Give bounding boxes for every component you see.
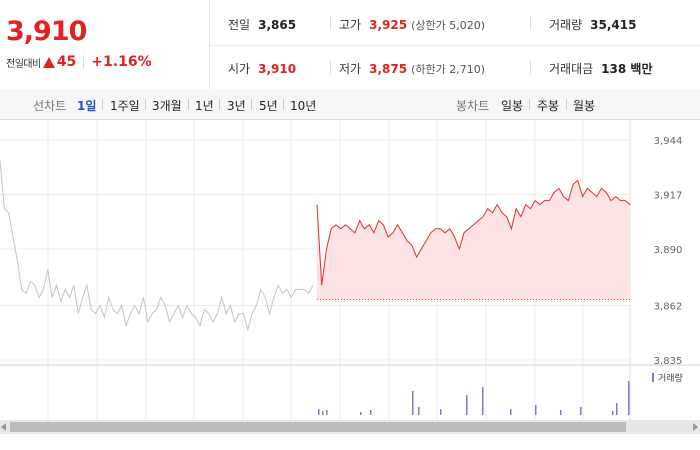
divider — [102, 99, 103, 110]
volume-bar — [535, 405, 537, 415]
volume-bar — [482, 387, 484, 415]
volume-bar — [560, 410, 562, 415]
high-cell: 고가 3,925 (상한가 5,020) — [339, 16, 485, 33]
volume-label: 거래량 — [549, 18, 583, 32]
tab-weekly-candle[interactable]: 주봉 — [537, 99, 560, 113]
tab-monthly-candle[interactable]: 월봉 — [573, 99, 596, 113]
prev-close-cell: 전일 3,865 — [228, 16, 296, 33]
divider — [530, 60, 531, 74]
volume-bar — [360, 412, 362, 415]
amount-label: 거래대금 — [549, 62, 594, 76]
intraday-chart: 3,944 3,917 3,890 3,862 3,835 거래량 — [0, 120, 700, 420]
chart-scrollbar[interactable] — [0, 420, 700, 434]
tab-10year[interactable]: 10년 — [290, 99, 317, 113]
prev-close-value: 3,865 — [258, 17, 297, 32]
volume-bar — [628, 381, 630, 415]
tab-5year[interactable]: 5년 — [259, 99, 278, 113]
volume-bar — [510, 409, 512, 415]
low-cell: 저가 3,875 (하한가 2,710) — [339, 60, 485, 77]
y-tick-label: 3,835 — [654, 356, 683, 367]
volume-bar — [440, 409, 442, 415]
tab-1year[interactable]: 1년 — [195, 99, 214, 113]
y-tick-label: 3,944 — [654, 136, 683, 147]
change-label: 전일대비 — [6, 58, 41, 70]
tab-1day[interactable]: 1일 — [77, 99, 97, 113]
chart-footer — [0, 434, 700, 450]
price-box: 3,910 전일대비 45 +1.16% — [0, 0, 210, 89]
volume-cell: 거래량 35,415 — [549, 16, 636, 33]
divider — [530, 16, 531, 30]
lower-limit: (하한가 2,710) — [411, 62, 485, 76]
volume-bar — [418, 407, 420, 415]
volume-bar — [612, 411, 614, 415]
y-tick-label: 3,890 — [654, 245, 683, 256]
open-label: 시가 — [228, 62, 251, 76]
candle-chart-label: 봉차트 — [456, 99, 490, 113]
line-chart-label: 선차트 — [33, 99, 67, 113]
series-today-area — [317, 180, 630, 300]
up-triangle-icon — [42, 56, 55, 68]
high-value: 3,925 — [369, 17, 408, 32]
open-cell: 시가 3,910 — [228, 60, 296, 77]
volume-bar — [322, 411, 324, 415]
divider — [283, 99, 284, 110]
divider — [529, 99, 530, 110]
prev-close-label: 전일 — [228, 18, 251, 32]
scroll-right-icon[interactable] — [693, 423, 698, 431]
high-label: 고가 — [339, 18, 362, 32]
scroll-thumb[interactable] — [10, 422, 626, 432]
y-tick-label: 3,917 — [654, 190, 683, 201]
amount-cell: 거래대금 138 백만 — [549, 60, 652, 77]
volume-legend-label: 거래량 — [658, 372, 683, 384]
divider — [145, 99, 146, 110]
divider — [188, 99, 189, 110]
change-value: 45 — [56, 54, 77, 70]
y-tick-label: 3,862 — [654, 302, 683, 313]
low-value: 3,875 — [369, 61, 408, 76]
volume-bar — [616, 403, 618, 415]
change-percent: +1.16% — [91, 54, 152, 70]
quote-summary: 3,910 전일대비 45 +1.16% 전일 3,865 고가 3,925 (… — [0, 0, 700, 90]
scroll-left-icon[interactable] — [1, 423, 6, 431]
volume-bar — [370, 410, 372, 415]
divider — [251, 99, 252, 110]
divider — [330, 60, 331, 74]
tab-3year[interactable]: 3년 — [227, 99, 246, 113]
volume-bar — [412, 391, 414, 415]
open-value: 3,910 — [258, 61, 297, 76]
tab-3month[interactable]: 3개월 — [152, 99, 182, 113]
divider — [210, 45, 700, 46]
chart-tabs: 선차트 1일 1주일 3개월 1년 3년 5년 10년 봉차트 일봉 주봉 월봉 — [0, 89, 700, 120]
change-row: 전일대비 45 +1.16% — [6, 54, 152, 70]
volume-bar — [326, 410, 328, 415]
chart-canvas: 3,944 3,917 3,890 3,862 3,835 거래량 — [0, 120, 700, 420]
current-price: 3,910 — [6, 16, 87, 47]
series-today — [316, 179, 631, 286]
upper-limit: (상한가 5,020) — [411, 18, 485, 32]
volume-bar — [580, 407, 582, 415]
tab-daily-candle[interactable]: 일봉 — [501, 99, 524, 113]
series-previous-day — [0, 160, 314, 332]
divider — [83, 55, 85, 69]
low-label: 저가 — [339, 62, 362, 76]
volume-value: 35,415 — [590, 17, 637, 32]
volume-legend-swatch — [652, 373, 654, 382]
divider — [566, 99, 567, 110]
tab-1week[interactable]: 1주일 — [110, 99, 140, 113]
divider — [330, 16, 331, 30]
volume-bar — [466, 395, 468, 415]
amount-value: 138 백만 — [601, 62, 653, 76]
divider — [219, 99, 220, 110]
volume-bar — [318, 409, 320, 415]
